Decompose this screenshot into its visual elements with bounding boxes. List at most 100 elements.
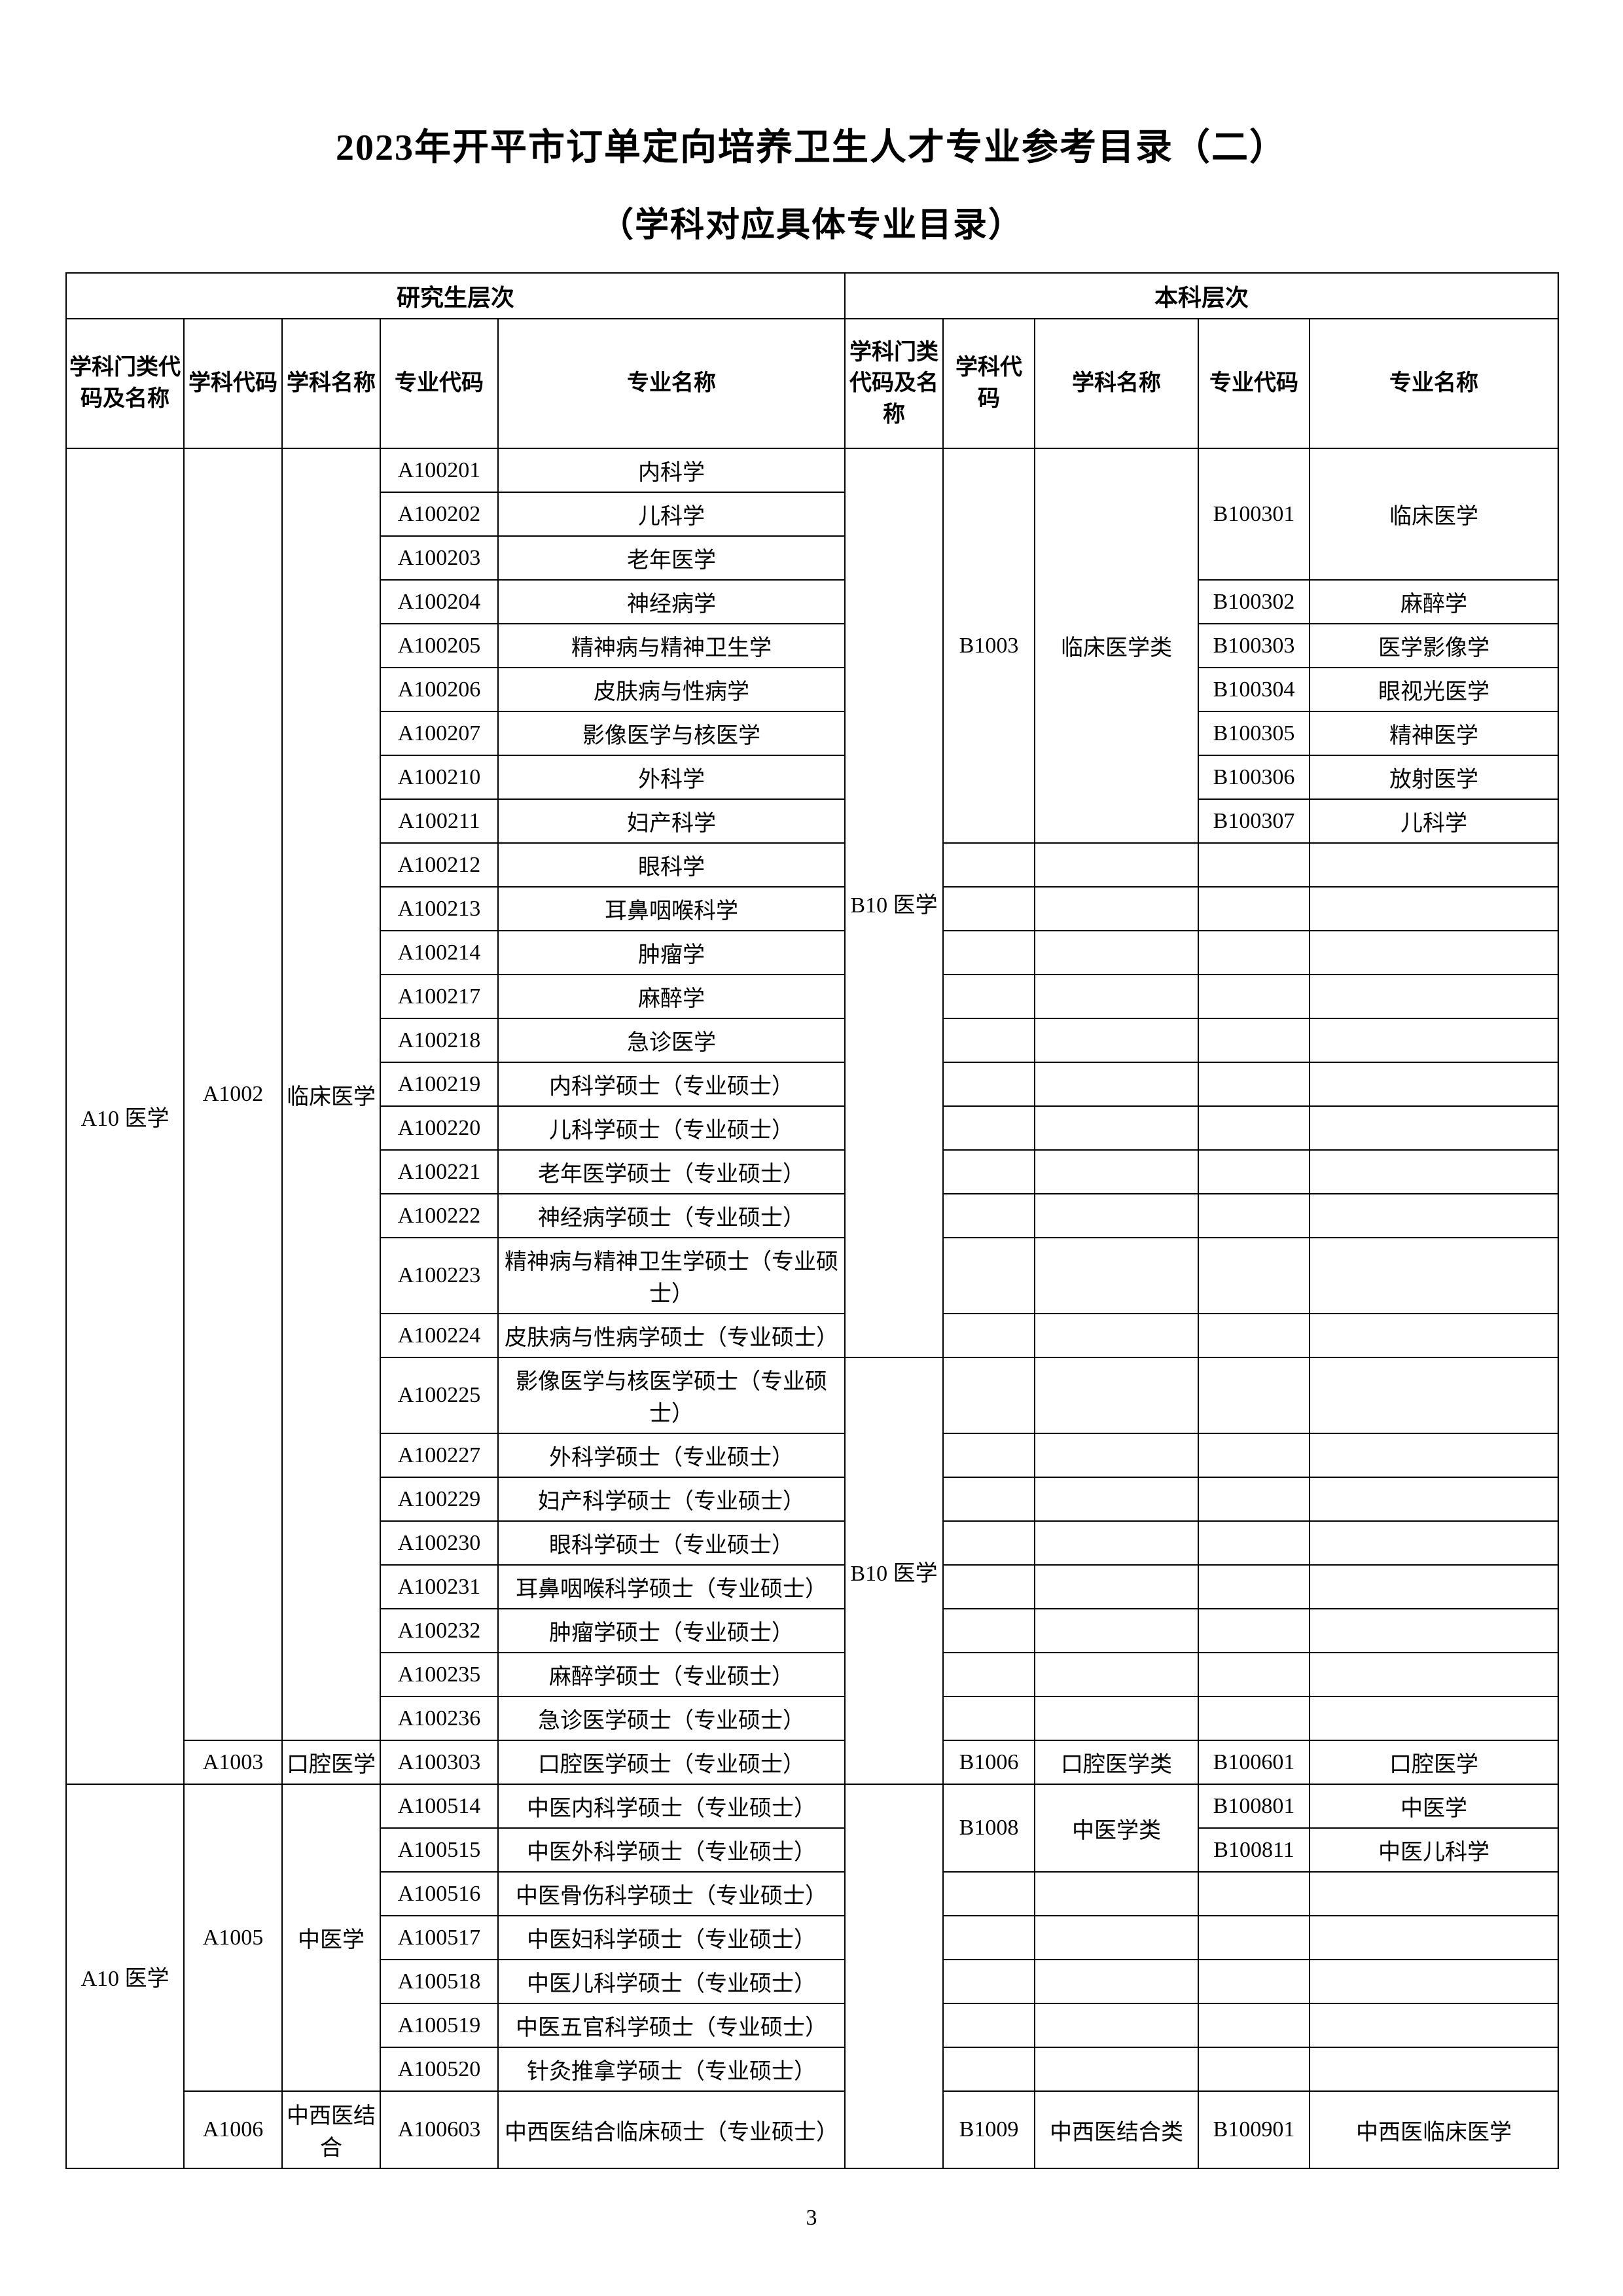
table-cell: A100221: [380, 1150, 498, 1194]
table-cell: [943, 931, 1035, 975]
table-cell: [1198, 1194, 1310, 1238]
table-cell: 临床医学类: [1035, 448, 1198, 843]
table-cell: B100811: [1198, 1828, 1310, 1872]
table-cell: [943, 1477, 1035, 1521]
table-cell: 老年医学硕士（专业硕士）: [498, 1150, 845, 1194]
table-cell: [943, 2003, 1035, 2047]
header-cat-code-name: 学科门类代码及名称: [66, 319, 184, 448]
table-cell: [943, 2047, 1035, 2091]
table-cell: [1198, 887, 1310, 931]
table-cell: [1035, 1194, 1198, 1238]
table-cell: 口腔医学硕士（专业硕士）: [498, 1740, 845, 1784]
table-cell: A100227: [380, 1433, 498, 1477]
table-cell: [943, 1565, 1035, 1609]
table-cell: [1198, 1653, 1310, 1696]
table-cell: A100229: [380, 1477, 498, 1521]
table-cell: 放射医学: [1310, 755, 1558, 799]
table-cell: [1310, 2003, 1558, 2047]
header-undergrad-level: 本科层次: [845, 273, 1558, 319]
table-cell: B100307: [1198, 799, 1310, 843]
table-cell: B1006: [943, 1740, 1035, 1784]
table-cell: B1009: [943, 2091, 1035, 2168]
table-cell: [1310, 2047, 1558, 2091]
table-cell: [1035, 1477, 1198, 1521]
table-cell: [1198, 975, 1310, 1018]
table-cell: [1310, 1062, 1558, 1106]
header-subj-code: 学科代码: [184, 319, 282, 448]
table-cell: A100232: [380, 1609, 498, 1653]
table-cell: 中西医结合临床硕士（专业硕士）: [498, 2091, 845, 2168]
table-cell: [1198, 843, 1310, 887]
table-cell: A100231: [380, 1565, 498, 1609]
table-cell: A100222: [380, 1194, 498, 1238]
table-cell: [1035, 975, 1198, 1018]
table-cell: [1310, 1150, 1558, 1194]
table-cell: 中医儿科学硕士（专业硕士）: [498, 1960, 845, 2003]
table-cell: A100220: [380, 1106, 498, 1150]
table-cell: 影像医学与核医学: [498, 711, 845, 755]
table-cell: 精神病与精神卫生学: [498, 624, 845, 668]
table-cell: [1035, 1916, 1198, 1960]
table-cell: 口腔医学: [1310, 1740, 1558, 1784]
page: 2023年开平市订单定向培养卫生人才专业参考目录（二） （学科对应具体专业目录）…: [0, 0, 1623, 2296]
table-cell: A100236: [380, 1696, 498, 1740]
table-cell: 中医骨伤科学硕士（专业硕士）: [498, 1872, 845, 1916]
table-cell: [1310, 1916, 1558, 1960]
table-cell: A100206: [380, 668, 498, 711]
table-cell: 临床医学: [282, 448, 380, 1740]
table-cell: [943, 1872, 1035, 1916]
table-cell: A100213: [380, 887, 498, 931]
table-cell: [1310, 1653, 1558, 1696]
header-u-major-name: 专业名称: [1310, 319, 1558, 448]
table-cell: [1035, 1521, 1198, 1565]
table-row: A1003口腔医学A100303口腔医学硕士（专业硕士）B1006口腔医学类B1…: [66, 1740, 1558, 1784]
table-cell: [1035, 1357, 1198, 1433]
table-cell: 儿科学: [1310, 799, 1558, 843]
table-cell: [943, 1521, 1035, 1565]
table-cell: [1035, 1433, 1198, 1477]
table-cell: 妇产科学: [498, 799, 845, 843]
table-cell: B100301: [1198, 448, 1310, 580]
table-cell: [1198, 1696, 1310, 1740]
table-cell: 精神医学: [1310, 711, 1558, 755]
table-cell: [1198, 1150, 1310, 1194]
table-cell: [1198, 1018, 1310, 1062]
table-cell: A1006: [184, 2091, 282, 2168]
table-cell: [943, 1194, 1035, 1238]
table-cell: 外科学: [498, 755, 845, 799]
table-cell: [1310, 1314, 1558, 1357]
table-cell: B100901: [1198, 2091, 1310, 2168]
table-cell: [1310, 975, 1558, 1018]
table-cell: [1310, 1872, 1558, 1916]
table-cell: [1198, 931, 1310, 975]
table-cell: [1198, 1521, 1310, 1565]
table-cell: 耳鼻咽喉科学: [498, 887, 845, 931]
table-cell: A100223: [380, 1238, 498, 1314]
table-cell: [943, 887, 1035, 931]
header-u-subj-name: 学科名称: [1035, 319, 1198, 448]
table-cell: [1310, 887, 1558, 931]
table-cell: [1198, 1916, 1310, 1960]
table-cell: [943, 1150, 1035, 1194]
header-u-subj-code: 学科代码: [943, 319, 1035, 448]
table-cell: [1035, 931, 1198, 975]
table-cell: [845, 1784, 943, 2168]
table-cell: 中医五官科学硕士（专业硕士）: [498, 2003, 845, 2047]
header-u-major-code: 专业代码: [1198, 319, 1310, 448]
table-cell: [1310, 1521, 1558, 1565]
table-cell: [1198, 1062, 1310, 1106]
table-cell: A1003: [184, 1740, 282, 1784]
table-cell: 口腔医学类: [1035, 1740, 1198, 1784]
table-cell: [943, 1238, 1035, 1314]
table-cell: 急诊医学: [498, 1018, 845, 1062]
table-cell: 中医内科学硕士（专业硕士）: [498, 1784, 845, 1828]
table-cell: 儿科学硕士（专业硕士）: [498, 1106, 845, 1150]
table-cell: [943, 1653, 1035, 1696]
table-cell: A100204: [380, 580, 498, 624]
table-cell: A100516: [380, 1872, 498, 1916]
table-cell: A10 医学: [66, 448, 184, 1784]
table-cell: [1310, 1357, 1558, 1433]
table-cell: [1035, 887, 1198, 931]
table-cell: [943, 1916, 1035, 1960]
table-cell: [943, 1609, 1035, 1653]
